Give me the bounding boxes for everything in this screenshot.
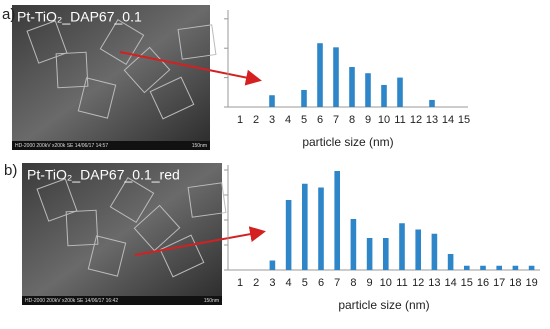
x-tick-label: 8 (350, 277, 356, 289)
bar (350, 219, 357, 270)
x-tick-label: 1 (237, 277, 243, 289)
crystal (187, 182, 227, 218)
x-tick-label: 11 (394, 114, 405, 126)
bar (528, 265, 535, 270)
bar (365, 73, 371, 107)
crystal (99, 19, 145, 65)
scale-label: 150nm (192, 143, 207, 149)
x-tick-label: 12 (412, 277, 424, 289)
image-caption: HD-2000 200kV x200k SE 14/06/17 16:42 (25, 298, 118, 304)
image-label: Pt-TiO₂_DAP67_0.1_red (27, 167, 180, 183)
x-tick-label: 6 (318, 277, 324, 289)
bar (269, 260, 276, 270)
x-tick-label: 15 (458, 114, 470, 126)
x-tick-label: 19 (525, 277, 537, 289)
bar (480, 265, 486, 270)
x-tick-label: 2 (253, 277, 259, 289)
crystal (123, 46, 171, 94)
image-caption: HD-2000 200kV x200k SE 14/06/17 14:57 (15, 143, 108, 149)
crystal (177, 24, 217, 60)
sem-image (12, 5, 210, 150)
x-tick-label: 14 (442, 114, 454, 126)
bar (399, 223, 405, 270)
bar (512, 265, 519, 270)
bar (269, 95, 275, 107)
bar (333, 47, 339, 107)
image-footer (12, 141, 210, 150)
crystal (159, 234, 205, 278)
arrow (134, 226, 266, 256)
bar (383, 238, 389, 270)
crystal (26, 20, 68, 64)
bar (334, 171, 340, 270)
x-tick-label: 12 (410, 114, 422, 126)
crystal (36, 178, 78, 222)
x-axis-label: particle size (nm) (338, 298, 429, 312)
x-tick-label: 4 (285, 114, 291, 126)
crystal (65, 209, 99, 247)
x-tick-label: 2 (253, 114, 259, 126)
image-label: Pt-TiO₂_DAP67_0.1 (17, 9, 142, 25)
bar (317, 43, 323, 107)
panel-label: b) (4, 162, 17, 179)
x-tick-label: 7 (333, 114, 339, 126)
x-tick-label: 18 (509, 277, 521, 289)
x-tick-label: 10 (380, 277, 392, 289)
bar (285, 200, 292, 270)
crystal (55, 51, 89, 89)
x-tick-label: 15 (461, 277, 473, 289)
bar (302, 183, 308, 270)
bar (431, 233, 438, 270)
x-tick-label: 7 (334, 277, 340, 289)
x-tick-label: 5 (301, 114, 307, 126)
bar (301, 89, 307, 107)
x-tick-label: 6 (317, 114, 323, 126)
x-tick-label: 17 (493, 277, 505, 289)
crystal (133, 204, 181, 252)
x-tick-label: 13 (428, 277, 440, 289)
bar (397, 77, 403, 107)
bar (381, 84, 387, 107)
x-axis-label: particle size (nm) (302, 135, 393, 149)
x-tick-label: 14 (444, 277, 456, 289)
bar (366, 238, 373, 270)
panel-label: a) (2, 6, 15, 23)
bar (318, 187, 324, 270)
bar (429, 99, 435, 107)
x-tick-label: 3 (269, 277, 275, 289)
bar (496, 265, 502, 270)
x-tick-label: 9 (365, 114, 371, 126)
arrow (119, 51, 262, 86)
x-tick-label: 3 (269, 114, 275, 126)
x-tick-label: 9 (367, 277, 373, 289)
x-tick-label: 5 (302, 277, 308, 289)
x-tick-label: 13 (426, 114, 438, 126)
bar (447, 254, 454, 270)
crystal (149, 76, 195, 120)
bar (349, 67, 355, 107)
x-tick-label: 11 (396, 277, 407, 289)
bar (415, 229, 421, 270)
sem-image (22, 163, 222, 305)
x-tick-label: 1 (237, 114, 243, 126)
x-tick-label: 4 (286, 277, 292, 289)
scale-label: 150nm (204, 298, 219, 304)
crystal (77, 77, 117, 119)
crystal (87, 235, 127, 277)
crystal (109, 177, 155, 223)
x-tick-label: 16 (477, 277, 489, 289)
image-footer (22, 296, 222, 305)
x-tick-label: 10 (378, 114, 390, 126)
bar (464, 265, 470, 270)
x-tick-label: 8 (349, 114, 355, 126)
